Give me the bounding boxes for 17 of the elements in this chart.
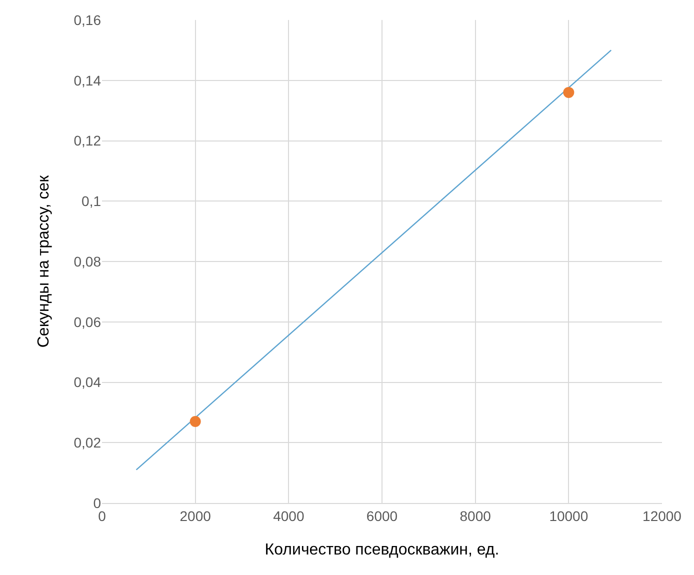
x-tick-label: 6000: [366, 508, 398, 524]
x-tick-label: 12000: [642, 508, 682, 524]
x-axis-title: Количество псевдоскважин, ед.: [264, 542, 500, 558]
y-tick-label: 0,06: [74, 314, 102, 330]
y-tick-label: 0: [93, 494, 102, 511]
x-tick-label: 8000: [460, 508, 492, 524]
y-tick-label: 0,16: [74, 12, 102, 28]
y-tick-label: 0,04: [74, 374, 102, 390]
x-tick-label: 10000: [549, 508, 588, 524]
x-tick-label: 2000: [180, 508, 212, 524]
y-tick-label: 0,12: [74, 132, 102, 149]
y-tick-label: 0,02: [74, 434, 102, 451]
y-tick-label: 0,14: [74, 72, 102, 88]
x-tick-label: 4000: [273, 508, 304, 524]
y-tick-label: 0,1: [82, 193, 102, 210]
y-axis-title: Секунды на трассу, сек: [36, 174, 53, 348]
y-tick-label: 0,08: [74, 253, 102, 270]
